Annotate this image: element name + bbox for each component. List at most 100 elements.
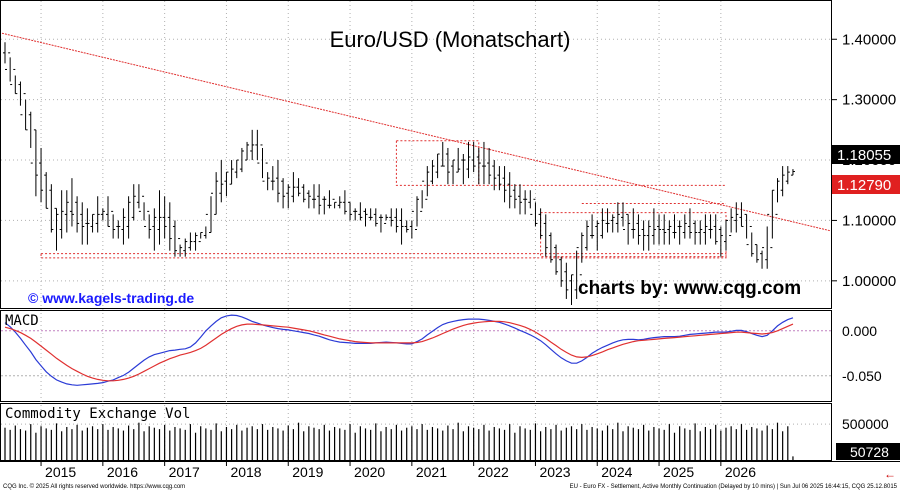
time-axis: 2015 2016 2017 2018 2019 2020 2021 2022 2023 2024… [40,461,756,480]
ohlc-bar [13,68,18,95]
ohlc-bar [348,201,353,221]
ohlc-bar [415,196,419,230]
ohlc-bar [121,208,126,245]
ohlc-bar [765,213,770,269]
ohlc-bar [703,214,708,245]
ohlc-bar [528,190,533,215]
ohlc-bar [245,141,250,161]
macd-tick-label: -0.050 [842,368,882,384]
ohlc-bar [744,213,749,246]
x-tick-label: 2020 [354,464,385,480]
ohlc-bar [631,208,636,239]
ohlc-bar [59,190,64,239]
ohlc-bar [523,190,528,215]
ohlc-bar [672,214,677,239]
ohlc-bar [8,52,13,86]
ohlc-bar [559,256,564,287]
y-tick-label: 1.10000 [842,212,896,229]
ohlc-bar [39,147,44,203]
downtrend-line [1,32,831,232]
ohlc-bar [353,208,358,221]
watermark-left: © www.kagels-trading.de [28,290,194,306]
ohlc-bar [718,226,723,257]
volume-last-badge [836,443,900,460]
ohlc-bar [384,214,389,224]
ohlc-bar [250,129,255,161]
ohlc-bar [497,166,502,191]
ohlc-bar [368,208,373,221]
ohlc-bar [760,247,765,269]
ohlc-bar [466,141,471,179]
scroll-arrow-icon[interactable]: ← [884,467,896,481]
macd-panel [0,310,832,402]
price-panel [0,0,832,309]
volume-panel-title: Commodity Exchange Vol [5,406,190,422]
ohlc-bar [306,190,311,209]
ohlc-bar [651,208,656,245]
ohlc-bar [291,172,296,203]
x-tick-label: 2026 [725,464,756,480]
ohlc-bar [487,147,492,185]
ohlc-bar [162,196,167,239]
ohlc-bar [579,232,584,276]
ohlc-bar [106,196,110,227]
ohlc-bar [301,184,306,203]
ohlc-bar [481,141,486,185]
ohlc-bar [476,147,481,185]
ohlc-bar [75,196,80,233]
ohlc-bar [713,214,718,245]
volume-last-label: 50728 [850,444,889,460]
ohlc-bar [420,180,425,212]
y-tick-label: 1.30000 [842,92,896,109]
x-tick-label: 2021 [416,464,447,480]
y-tick-label: 1.40000 [842,31,896,48]
ohlc-bar [770,189,775,249]
ohlc-bar [600,208,605,239]
ohlc-bar [131,184,136,221]
watermark-right: charts by: www.cqg.com [578,278,801,299]
ohlc-bar [595,220,600,251]
ohlc-bar [749,225,754,257]
ohlc-bar [636,214,641,245]
x-tick-label: 2016 [107,464,138,480]
ohlc-bar [332,198,337,209]
ohlc-bar [471,141,476,173]
ohlc-bar [260,144,265,182]
ohlc-bar [219,160,224,203]
ohlc-bar [255,129,260,164]
ohlc-bar [621,202,625,230]
ohlc-bar [507,172,512,209]
x-tick-label: 2017 [169,464,200,480]
y-tick-label: 1.00000 [842,273,896,290]
ohlc-bar [183,238,188,257]
ohlc-bar [677,220,682,245]
price-axis: 1.400001.300001.200001.100001.000000.000… [831,31,896,432]
ohlc-bar [378,214,383,233]
ohlc-bar [790,169,795,176]
ohlc-bar [435,153,440,179]
ohlc-bar [662,214,667,245]
x-tick-label: 2018 [230,464,261,480]
ohlc-bar [69,178,74,227]
ohlc-bar [229,160,234,185]
ohlc-bar [28,111,33,164]
ohlc-bar [687,208,692,239]
ohlc-bar [451,159,456,185]
ohlc-bar [729,208,734,237]
ohlc-bar [142,195,147,227]
ohlc-bar [281,178,286,209]
ohlc-bar [682,214,687,239]
ohlc-bar [147,210,152,239]
ohlc-bar [317,184,322,215]
ohlc-bar [265,162,270,191]
macd-panel-title: MACD [5,313,39,329]
ohlc-bar [533,198,538,227]
x-tick-label: 2022 [478,464,509,480]
ohlc-bar [461,154,466,185]
ohlc-bar [389,208,394,227]
ohlc-bar [646,220,651,251]
ohlc-bar [312,184,316,209]
ohlc-bar [270,166,275,191]
footer-copyright: CQG Inc. © 2025 All rights reserved worl… [3,483,185,490]
